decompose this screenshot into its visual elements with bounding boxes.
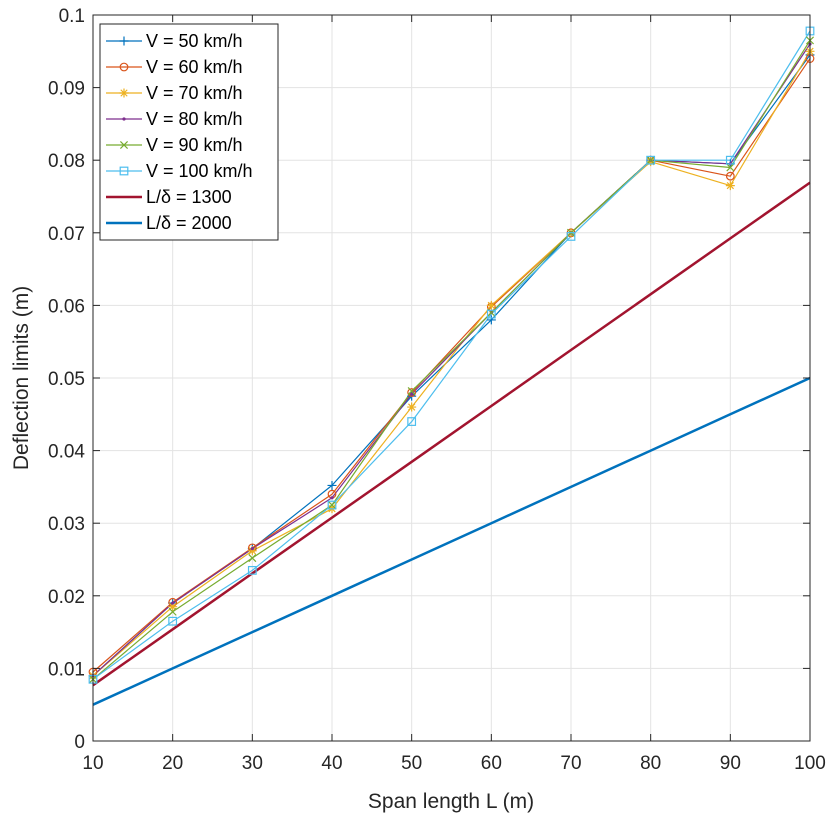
legend-label-1: V = 60 km/h [146,57,243,77]
data-point-series-4 [407,387,416,396]
legend-label-6: L/δ = 1300 [146,187,232,207]
data-point-series-0 [327,480,337,490]
data-point-series-5 [725,155,735,165]
series-line-1 [92,58,811,673]
data-point-series-5 [566,232,576,241]
x-tick-label: 80 [640,753,661,774]
legend-marker-2 [119,88,129,98]
y-tick-label: 0.06 [48,296,85,317]
x-tick-label: 10 [82,753,103,774]
series-line-5 [92,30,811,680]
data-point-series-3 [410,392,414,396]
data-point-series-3 [330,496,334,500]
x-tick-label: 30 [242,753,263,774]
data-point-series-4 [168,607,177,616]
y-tick-label: 0.09 [48,79,85,100]
legend-label-4: V = 90 km/h [146,135,243,155]
x-tick-label: 70 [560,753,581,774]
data-point-series-3 [250,547,254,551]
data-point-series-5 [407,417,417,426]
y-tick-label: 0.08 [48,151,85,172]
series-markers [88,26,815,684]
x-tick-label: 100 [794,753,826,774]
data-point-series-5 [327,500,337,510]
series-line-7 [92,376,811,706]
x-tick-label: 60 [481,753,502,774]
series-line-4 [92,40,811,680]
data-point-series-2 [725,181,735,191]
y-tick-label: 0.07 [48,224,85,245]
legend: V = 50 km/h V = 60 km/h V = 70 km/h V = 80 … [99,23,279,241]
legend-label-3: V = 80 km/h [146,109,243,129]
legend-label-0: V = 50 km/h [146,31,243,51]
legend-label-2: V = 70 km/h [146,83,243,103]
x-axis-label: Span length L (m) [368,790,534,813]
data-point-series-4 [726,163,735,172]
data-point-series-3 [171,601,175,605]
data-point-series-2 [247,546,257,556]
series-lines [92,30,811,706]
legend-marker-3 [122,117,126,121]
legend-box [99,23,279,241]
legend-marker-5 [119,166,129,176]
legend-marker-4 [119,140,129,150]
y-tick-label: 0.03 [48,514,85,535]
data-point-series-2 [407,402,417,412]
data-point-series-2 [168,602,178,612]
series-line-2 [92,50,811,677]
series-line-6 [92,181,811,687]
y-tick-labels: 0 0.01 0.02 0.03 0.04 0.05 0.06 0.07 0.08 0.09 0.1 [48,6,85,753]
data-point-series-2 [486,300,496,310]
x-tick-label: 20 [162,753,183,774]
y-tick-label: 0.04 [48,442,85,463]
data-point-series-5 [486,309,496,319]
data-point-series-5 [247,565,257,575]
series-line-3 [92,43,811,677]
legend-label-7: L/δ = 2000 [146,213,232,233]
data-point-series-4 [327,501,337,510]
data-point-series-5 [646,155,656,165]
data-point-series-4 [646,156,655,165]
data-point-series-0 [486,315,496,325]
x-tick-label: 40 [321,753,342,774]
legend-marker-0 [119,36,129,46]
x-tick-label: 50 [401,753,422,774]
data-point-series-4 [248,554,257,563]
x-tick-label: 90 [720,753,741,774]
data-point-series-1 [725,171,735,181]
legend-label-5: V = 100 km/h [146,161,253,181]
y-axis-label: Deflection limits (m) [10,286,33,470]
y-tick-label: 0.02 [48,587,85,608]
y-tick-label: 0.01 [48,659,85,680]
y-tick-label: 0 [74,732,85,753]
data-point-series-1 [407,388,417,397]
legend-marker-1 [119,62,129,72]
data-point-series-5 [168,616,178,626]
y-tick-label: 0.05 [48,369,85,390]
x-tick-labels: 10 20 30 40 50 60 70 80 90 100 [82,753,825,774]
y-tick-label: 0.1 [59,6,85,27]
axis-ticks [92,14,811,742]
